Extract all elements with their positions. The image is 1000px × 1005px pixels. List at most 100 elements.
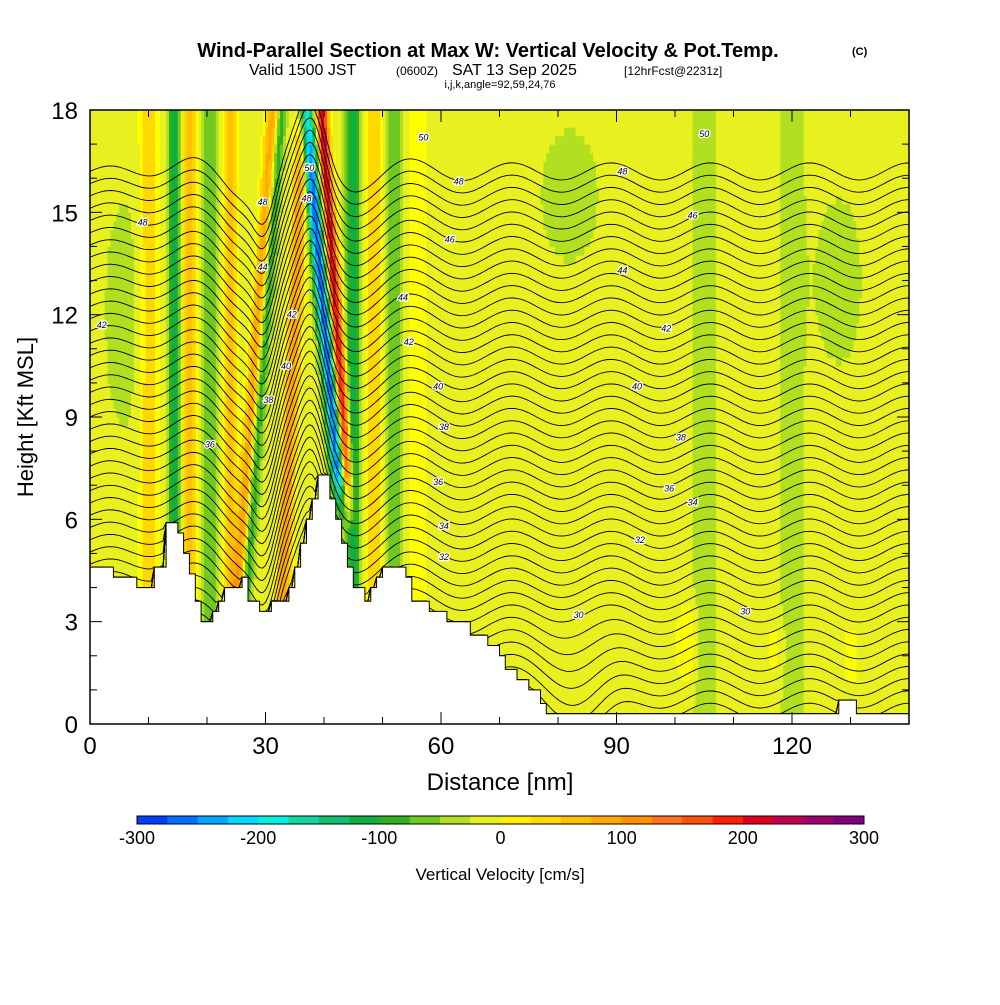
- velocity-cell: [198, 382, 202, 393]
- velocity-cell: [128, 365, 132, 375]
- velocity-cell: [92, 399, 97, 410]
- velocity-cell: [253, 587, 258, 597]
- velocity-cell: [128, 442, 132, 452]
- velocity-cell: [151, 169, 155, 179]
- velocity-cell: [128, 544, 132, 555]
- velocity-cell: [90, 263, 94, 273]
- velocity-cell: [280, 127, 284, 137]
- velocity-cell: [247, 382, 252, 393]
- velocity-cell: [160, 289, 164, 299]
- velocity-cell: [283, 280, 287, 290]
- velocity-cell: [259, 348, 264, 358]
- velocity-cell: [192, 340, 196, 350]
- velocity-cell: [148, 468, 153, 478]
- velocity-cell: [277, 425, 281, 435]
- velocity-cell: [198, 152, 202, 162]
- velocity-cell: [256, 476, 261, 486]
- velocity-cell: [297, 263, 302, 273]
- velocity-cell: [212, 254, 217, 265]
- velocity-cell: [300, 510, 305, 520]
- velocity-cell: [104, 451, 109, 461]
- velocity-cell: [274, 399, 278, 410]
- velocity-cell: [189, 323, 193, 333]
- velocity-cell: [215, 135, 220, 145]
- velocity-cell: [212, 579, 217, 589]
- velocity-cell: [110, 263, 114, 273]
- velocity-cell: [283, 374, 287, 384]
- velocity-cell: [262, 161, 267, 171]
- subtitle-valid: Valid 1500 JST: [249, 62, 357, 79]
- velocity-cell: [189, 110, 193, 120]
- velocity-cell: [209, 510, 214, 520]
- velocity-cell: [160, 493, 164, 503]
- velocity-cell: [262, 169, 267, 179]
- velocity-cell: [104, 212, 109, 222]
- velocity-cell: [207, 587, 211, 597]
- velocity-cell: [92, 357, 97, 367]
- velocity-cell: [262, 493, 267, 503]
- velocity-cell: [239, 110, 243, 120]
- velocity-cell: [192, 152, 196, 162]
- velocity-cell: [160, 127, 164, 137]
- velocity-cell: [145, 280, 150, 290]
- velocity-cell: [119, 178, 123, 188]
- velocity-cell: [294, 246, 299, 256]
- velocity-cell: [300, 314, 305, 324]
- velocity-cell: [224, 527, 229, 537]
- velocity-cell: [207, 110, 211, 120]
- velocity-cell: [125, 536, 129, 546]
- velocity-cell: [233, 357, 237, 367]
- velocity-cell: [183, 536, 188, 546]
- velocity-cell: [306, 272, 310, 282]
- velocity-cell: [245, 297, 249, 307]
- velocity-cell: [277, 161, 281, 171]
- velocity-cell: [92, 553, 97, 563]
- velocity-cell: [242, 459, 246, 469]
- velocity-cell: [163, 280, 167, 290]
- velocity-cell: [212, 451, 217, 461]
- velocity-cell: [250, 476, 255, 486]
- velocity-cell: [183, 186, 188, 196]
- velocity-cell: [227, 314, 231, 324]
- velocity-cell: [271, 135, 275, 145]
- velocity-cell: [303, 135, 308, 145]
- velocity-cell: [104, 127, 109, 137]
- velocity-cell: [230, 527, 234, 537]
- velocity-cell: [128, 280, 132, 290]
- velocity-cell: [116, 468, 120, 478]
- velocity-cell: [180, 127, 185, 137]
- velocity-cell: [253, 203, 258, 213]
- velocity-cell: [128, 169, 132, 179]
- velocity-cell: [95, 459, 100, 469]
- velocity-cell: [212, 604, 217, 614]
- velocity-cell: [201, 613, 205, 623]
- velocity-cell: [262, 442, 267, 452]
- velocity-cell: [171, 417, 176, 427]
- velocity-cell: [259, 195, 264, 205]
- velocity-cell: [122, 391, 126, 401]
- velocity-cell: [95, 263, 100, 273]
- velocity-cell: [151, 314, 155, 324]
- velocity-cell: [130, 169, 135, 179]
- velocity-cell: [107, 357, 112, 367]
- velocity-cell: [227, 280, 231, 290]
- velocity-cell: [177, 152, 182, 162]
- velocity-cell: [309, 476, 313, 486]
- velocity-cell: [312, 118, 316, 128]
- velocity-cell: [171, 391, 176, 401]
- velocity-cell: [151, 399, 155, 410]
- velocity-cell: [242, 348, 246, 358]
- velocity-cell: [151, 127, 155, 137]
- velocity-cell: [113, 144, 117, 154]
- velocity-cell: [294, 263, 299, 273]
- velocity-cell: [250, 152, 255, 162]
- velocity-cell: [98, 502, 103, 512]
- velocity-cell: [268, 417, 272, 427]
- velocity-cell: [151, 451, 155, 461]
- velocity-cell: [183, 365, 188, 375]
- velocity-cell: [98, 178, 103, 188]
- velocity-cell: [148, 348, 153, 358]
- velocity-cell: [160, 195, 164, 205]
- velocity-cell: [300, 408, 305, 418]
- velocity-cell: [128, 306, 132, 316]
